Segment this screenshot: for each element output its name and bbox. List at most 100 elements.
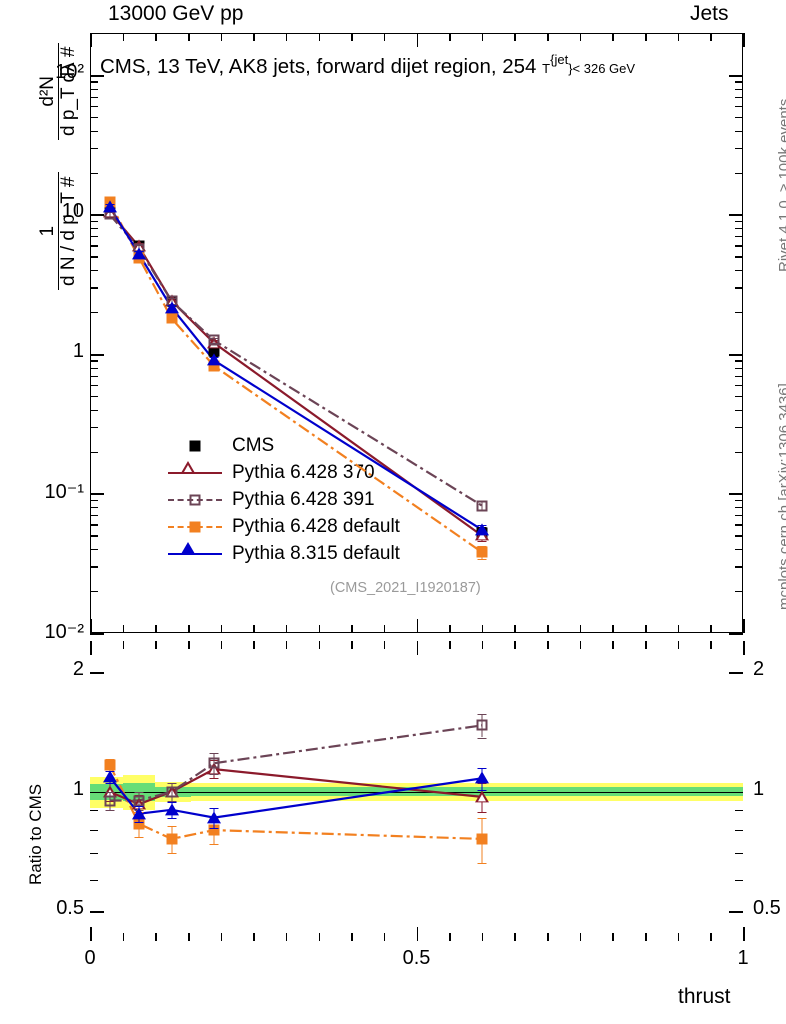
axis-tick-label: 1 bbox=[72, 777, 84, 800]
ratio-marker-Pythia-8-315-default bbox=[102, 770, 117, 783]
error-bar-cap bbox=[209, 343, 219, 345]
legend-label-p8: Pythia 8.315 default bbox=[232, 542, 400, 564]
x-axis-title: thrust bbox=[678, 985, 731, 1008]
error-bar-cap bbox=[105, 783, 115, 785]
error-bar-cap bbox=[105, 809, 115, 811]
axis-tick-label: 2 bbox=[72, 658, 84, 681]
ratio-marker-Pythia-6-428-391 bbox=[133, 795, 145, 806]
main-error-bar bbox=[109, 211, 111, 218]
axis-tick-label: 10⁻¹ bbox=[44, 481, 84, 504]
legend-label-p391: Pythia 6.428 391 bbox=[232, 488, 375, 510]
ratio-marker-Pythia-6-428-391 bbox=[208, 757, 220, 769]
axis-tick-label: 1 bbox=[72, 339, 84, 362]
legend-label-cms: CMS bbox=[232, 434, 275, 456]
triangle-filled-icon bbox=[181, 541, 202, 560]
error-bar-cap bbox=[105, 211, 115, 213]
legend-item-cms[interactable]: CMS bbox=[168, 432, 400, 459]
axis-tick-label: 10² bbox=[55, 60, 84, 83]
error-bar-cap bbox=[477, 789, 487, 791]
ratio-marker-Pythia-6-428-default bbox=[166, 833, 178, 845]
square-filled-icon bbox=[189, 440, 201, 451]
main-marker-Pythia-6-428-default bbox=[166, 312, 178, 324]
legend-swatch-p391 bbox=[168, 489, 222, 511]
error-bar-cap bbox=[167, 825, 177, 827]
ratio-error-bar bbox=[171, 783, 173, 801]
error-bar-cap bbox=[134, 791, 144, 793]
error-bar-cap bbox=[209, 778, 219, 780]
legend-swatch-p8 bbox=[168, 541, 222, 565]
ratio-marker-Pythia-6-428-default bbox=[208, 824, 220, 836]
ratio-marker-Pythia-8-315-default bbox=[474, 771, 489, 784]
axis-tick-label: 10⁻² bbox=[44, 621, 84, 643]
main-error-bar bbox=[481, 501, 483, 511]
axis-tick-label: 0.5 bbox=[56, 896, 84, 919]
error-bar-cap bbox=[477, 817, 487, 819]
main-marker-CMS bbox=[208, 345, 220, 357]
error-bar-cap bbox=[167, 800, 177, 802]
main-marker-Pythia-6-428-default bbox=[208, 360, 220, 372]
legend-item-pdefault[interactable]: Pythia 6.428 default bbox=[168, 513, 400, 540]
main-marker-Pythia-8-315-default bbox=[207, 353, 222, 366]
error-bar-cap bbox=[209, 843, 219, 845]
ratio-error-bar bbox=[138, 791, 140, 810]
ratio-marker-Pythia-8-315-default bbox=[131, 807, 146, 820]
error-bar-cap bbox=[134, 806, 144, 808]
error-bar-cap bbox=[477, 767, 487, 769]
main-marker-Pythia-6-428-391 bbox=[476, 500, 488, 512]
ratio-error-bar bbox=[481, 714, 483, 738]
ratio-marker-Pythia-6-428-370 bbox=[474, 790, 489, 803]
axis-tick-label: 1 bbox=[737, 947, 749, 969]
y-axis-numerator: 1 bbox=[37, 225, 58, 237]
ratio-marker-Pythia-6-428-391 bbox=[476, 719, 488, 731]
axis-tick-label: 0.5 bbox=[753, 896, 781, 919]
axis-tick-label: 2 bbox=[753, 658, 765, 681]
legend-swatch-pdefault bbox=[168, 516, 222, 538]
legend-item-p391[interactable]: Pythia 6.428 391 bbox=[168, 486, 400, 513]
legend-swatch-p370 bbox=[168, 460, 222, 484]
ratio-error-bar bbox=[213, 753, 215, 774]
ratio-marker-Pythia-8-315-default bbox=[207, 811, 222, 824]
error-bar-cap bbox=[134, 836, 144, 838]
error-bar-cap bbox=[167, 298, 177, 299]
error-bar-cap bbox=[209, 337, 219, 339]
triangle-open-icon bbox=[181, 460, 202, 479]
ratio-marker-Pythia-8-315-default bbox=[164, 803, 179, 816]
main-marker-Pythia-8-315-default bbox=[164, 301, 179, 314]
main-marker-Pythia-8-315-default bbox=[102, 199, 117, 212]
axis-tick-label: 10 bbox=[61, 200, 84, 223]
axis-tick-label: 1 bbox=[753, 777, 765, 800]
analysis-watermark: (CMS_2021_I1920187) bbox=[330, 580, 481, 596]
axis-tick-label: 0.5 bbox=[402, 947, 431, 969]
ratio-marker-Pythia-6-428-391 bbox=[166, 786, 178, 798]
square-filled-orange-icon bbox=[189, 521, 201, 532]
ratio-marker-Pythia-6-428-default bbox=[476, 833, 488, 845]
main-marker-Pythia-8-315-default bbox=[131, 247, 146, 260]
error-bar-cap bbox=[105, 791, 115, 793]
error-bar-cap bbox=[477, 811, 487, 813]
ratio-error-bar bbox=[109, 791, 111, 810]
error-bar-cap bbox=[167, 783, 177, 785]
error-bar-cap bbox=[477, 737, 487, 739]
error-bar-cap bbox=[477, 558, 487, 560]
error-bar-cap bbox=[477, 540, 487, 542]
main-marker-Pythia-6-428-391 bbox=[208, 334, 220, 346]
ratio-marker-Pythia-6-428-default bbox=[133, 818, 145, 830]
ratio-reference-line bbox=[90, 791, 743, 794]
header-category-label: Jets bbox=[690, 2, 729, 25]
legend-item-p8[interactable]: Pythia 8.315 default bbox=[168, 540, 400, 567]
axis-tick-label: 0 bbox=[84, 947, 96, 969]
square-open-icon bbox=[189, 494, 201, 505]
error-bar-cap bbox=[209, 807, 219, 809]
legend-item-p370[interactable]: Pythia 6.428 370 bbox=[168, 459, 400, 486]
error-bar-cap bbox=[209, 827, 219, 829]
error-bar-cap bbox=[134, 245, 144, 247]
plot-title: CMS, 13 TeV, AK8 jets, forward dijet reg… bbox=[100, 51, 636, 78]
error-bar-cap bbox=[477, 714, 487, 716]
main-marker-Pythia-6-428-default bbox=[476, 546, 488, 558]
error-bar-cap bbox=[477, 546, 487, 548]
ratio-marker-Pythia-6-428-391 bbox=[104, 795, 116, 806]
ratio-marker-Pythia-6-428-default bbox=[104, 759, 116, 771]
legend: CMS Pythia 6.428 370 Pythia 6.428 391 Py… bbox=[168, 432, 400, 567]
main-error-bar bbox=[213, 337, 215, 344]
error-bar-cap bbox=[167, 853, 177, 855]
